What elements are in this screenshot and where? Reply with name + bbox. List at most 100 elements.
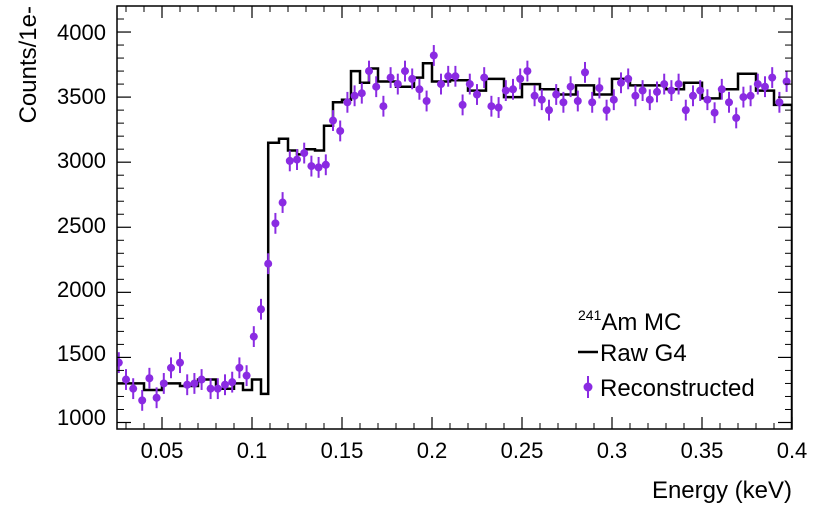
data-point [379, 102, 388, 111]
y-tick-label: 3000 [57, 148, 106, 173]
data-point [617, 78, 625, 87]
data-point [516, 74, 525, 83]
data-point [152, 393, 161, 402]
data-point [717, 85, 726, 94]
data-point [660, 80, 669, 89]
legend-title-superscript: 241 [578, 307, 602, 323]
data-point [235, 363, 244, 372]
plot-area [117, 45, 792, 429]
data-point [581, 68, 589, 77]
axis-ticks [117, 5, 793, 429]
data-point [249, 332, 258, 341]
data-point [386, 73, 395, 82]
data-point [725, 98, 733, 107]
data-point [545, 106, 553, 115]
data-point [321, 160, 330, 169]
x-tick-label: 0.1 [237, 438, 268, 463]
y-tick-label: 1500 [57, 341, 106, 366]
data-point [667, 86, 676, 95]
data-point [566, 82, 575, 91]
data-point [530, 91, 539, 100]
data-point [213, 384, 222, 393]
data-point [523, 67, 532, 76]
y-tick-label: 2000 [57, 277, 106, 302]
y-tick-label: 1000 [57, 405, 106, 430]
data-point [674, 80, 683, 89]
legend-line-label: Raw G4 [600, 340, 687, 367]
data-point [365, 67, 373, 76]
data-point [343, 98, 352, 107]
x-tick-label: 0.3 [597, 438, 628, 463]
data-point [444, 72, 453, 81]
data-point [559, 98, 568, 107]
data-point [595, 83, 604, 92]
data-point [242, 371, 251, 380]
data-point [167, 363, 175, 372]
y-tick-label: 3500 [57, 84, 106, 109]
data-point [458, 100, 467, 109]
data-point [753, 80, 762, 89]
data-point [509, 85, 517, 94]
data-point [465, 80, 474, 89]
legend: 241Am MC Raw G4 Reconstructed [578, 307, 755, 402]
data-point [314, 163, 323, 172]
data-point [429, 51, 438, 60]
data-point [645, 95, 654, 104]
data-point [159, 379, 168, 388]
data-point [494, 103, 503, 112]
data-point [264, 259, 273, 268]
data-point [145, 374, 154, 383]
data-point [653, 87, 661, 96]
data-point [257, 305, 265, 314]
legend-points-label: Reconstructed [600, 375, 755, 402]
data-point [631, 91, 640, 100]
data-point [183, 380, 192, 389]
data-point [480, 73, 489, 82]
data-point [278, 198, 287, 207]
data-point [138, 396, 147, 405]
data-point [746, 91, 755, 100]
data-point [176, 358, 184, 367]
data-point [588, 98, 597, 107]
data-point [293, 155, 301, 164]
y-tick-label: 2500 [57, 213, 106, 238]
data-point [689, 91, 697, 100]
reconstructed-points [117, 45, 791, 411]
data-point [206, 384, 215, 393]
data-point [696, 86, 705, 95]
legend-point-marker [583, 382, 593, 392]
legend-title-text: Am MC [601, 309, 681, 336]
data-point [228, 378, 237, 387]
data-point [602, 106, 611, 115]
data-point [329, 116, 337, 125]
data-point [573, 97, 582, 106]
data-point [190, 379, 199, 388]
data-point [624, 74, 633, 83]
data-point [271, 219, 280, 228]
y-tick-labels: 1000 1500 2000 2500 3000 3500 4000 [57, 20, 106, 430]
data-point [221, 380, 229, 389]
data-point [710, 108, 719, 117]
data-point [732, 113, 741, 122]
data-point [285, 156, 294, 165]
x-tick-label: 0.4 [777, 438, 808, 463]
data-point [609, 95, 618, 104]
data-point [552, 90, 561, 99]
data-point [415, 85, 424, 94]
data-point [307, 162, 316, 171]
data-point [401, 67, 409, 76]
x-tick-label: 0.2 [417, 438, 448, 463]
data-point [451, 72, 460, 81]
data-point [336, 126, 345, 135]
data-point [761, 82, 769, 91]
data-point [372, 82, 381, 91]
data-point [487, 102, 496, 111]
data-point [768, 73, 777, 82]
data-point [638, 86, 647, 95]
data-point [782, 77, 791, 86]
data-point [681, 106, 690, 115]
data-point [129, 384, 138, 393]
data-point [473, 90, 481, 99]
data-point [775, 98, 784, 107]
x-tick-label: 0.35 [681, 438, 724, 463]
